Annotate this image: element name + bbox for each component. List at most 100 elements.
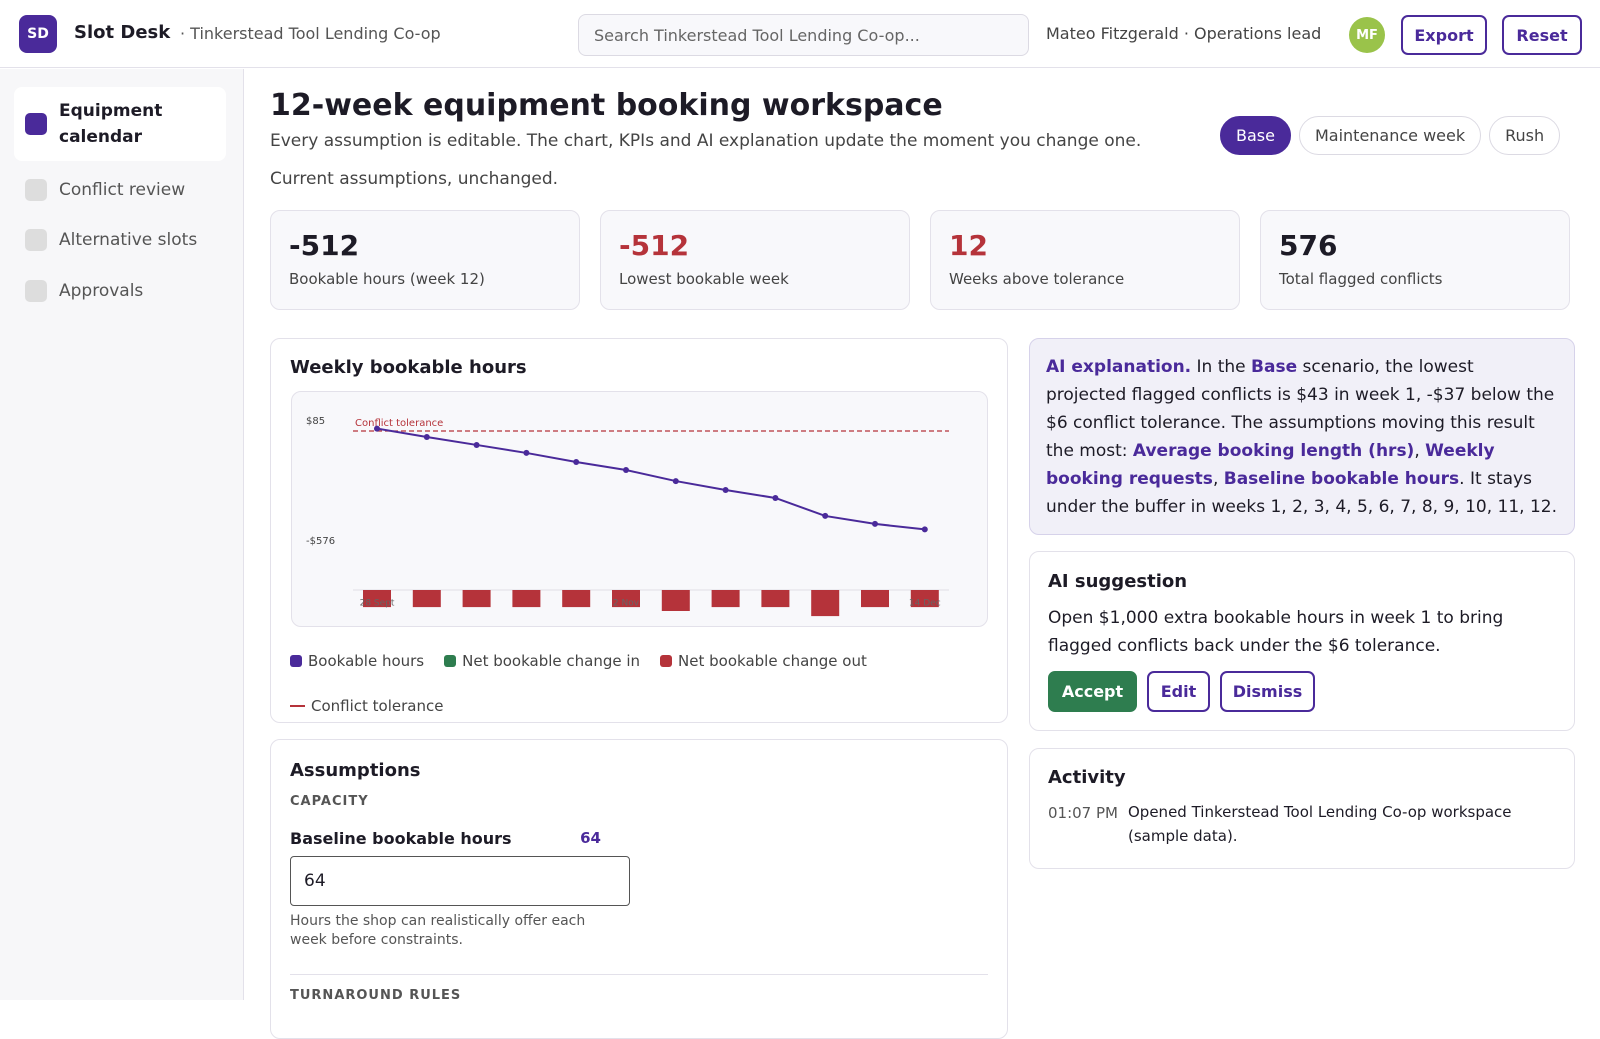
chart-card: Weekly bookable hours $85 -$576 Conflict t… [270,338,1008,723]
kpi-value: 576 [1279,229,1338,262]
nav-item[interactable]: Approvals [14,274,226,308]
nav-item[interactable]: Equipment calendar [14,87,226,161]
legend-item: Bookable hours [290,639,424,683]
legend-label: Net bookable change out [678,652,867,670]
kpi-card: -512 Bookable hours (week 12) [270,210,580,310]
bar [910,590,939,608]
bar [512,590,541,608]
activity: Activity 01:07 PM Opened Tinkerstead Too… [1029,748,1575,869]
point [573,459,580,466]
bar [811,590,840,617]
export-button[interactable]: Export [1401,15,1487,55]
activity-title: Activity [1048,767,1126,788]
legend-swatch [290,655,302,667]
page-title: 12-week equipment booking workspace [270,88,943,123]
y-tick-label: -$576 [306,536,335,547]
activity-time: 01:07 PM [1048,804,1118,822]
text: , [1212,469,1224,489]
ai-explanation: AI explanation. In the Base scenario, th… [1029,338,1575,535]
text: In the [1191,357,1252,377]
point [672,478,679,485]
edit-button[interactable]: Edit [1147,671,1210,712]
field-input[interactable]: 64 [290,856,630,906]
legend-swatch [290,705,305,707]
x-tick-label: 2 Nov [613,599,640,609]
ai-suggestion: AI suggestion Open $1,000 extra bookable… [1029,551,1575,731]
point [523,449,530,456]
nav-label: Equipment calendar [59,101,163,147]
y-tick-label: $85 [306,416,325,427]
nav-item[interactable]: Conflict review [14,173,226,207]
kpi-label: Bookable hours (week 12) [289,270,485,288]
legend-label: Net bookable change in [462,652,641,670]
legend-label: Bookable hours [308,652,425,670]
point [921,526,928,533]
bar [761,590,790,608]
text: . It stays under the buffer in weeks 1, … [1046,469,1557,517]
dismiss-button[interactable]: Dismiss [1220,671,1315,712]
kpi-card: 12 Weeks above tolerance [930,210,1240,310]
plot-frame [291,391,988,627]
scenario-tab[interactable]: Maintenance week [1298,116,1482,155]
field-help: Hours the shop can realistically offer e… [290,913,586,948]
suggestion-title: AI suggestion [1048,571,1188,592]
nav-label: Conflict review [59,180,186,200]
subtitle: Every assumption is editable. The chart,… [270,131,1142,151]
scenario-tab[interactable]: Base [1220,116,1291,155]
bar [612,590,640,608]
scenario-tabs: Base Maintenance week Rush [1220,116,1561,155]
bar [462,590,491,608]
nav-label: Approvals [59,281,144,301]
kpi-card: 576 Total flagged conflicts [1260,210,1570,310]
assumptions-card: Assumptions CAPACITY Baseline bookable h… [270,739,1008,1039]
header: SD Slot Desk · Tinkerstead Tool Lending … [0,0,1600,68]
x-tick-label: 14 Dec [909,599,941,609]
driver: Average booking length (hrs) [1132,441,1415,461]
bar [562,590,591,608]
bar [711,590,740,608]
point [872,520,878,527]
nav-item[interactable]: Alternative slots [14,223,226,257]
bar [412,590,441,608]
point [822,512,829,519]
status: Current assumptions, unchanged. [270,169,559,189]
legend-swatch [660,655,673,667]
logo: SD [19,15,57,53]
legend: Bookable hours Net bookable change in Net … [290,639,990,728]
activity-text: Opened Tinkerstead Tool Lending Co-op wo… [1128,803,1512,845]
section-label: CAPACITY [290,794,369,809]
text: scenario, the lowest projected flagged c… [1046,357,1555,461]
point [473,441,480,448]
line [376,427,925,531]
kpi-value: 12 [949,229,988,262]
point [423,433,430,440]
accept-button[interactable]: Accept [1048,671,1137,712]
driver: Baseline bookable hours [1223,469,1460,489]
user: Mateo Fitzgerald · Operations lead [1046,24,1322,43]
point [772,494,779,501]
kpi-value: -512 [289,229,360,262]
field-label: Baseline bookable hours [290,829,512,848]
lead: AI explanation. [1046,357,1192,377]
reset-button[interactable]: Reset [1502,15,1582,55]
bar [861,590,889,608]
org: · Tinkerstead Tool Lending Co-op [180,24,441,43]
suggestion-text: Open $1,000 extra bookable hours in week… [1048,608,1504,656]
text: , [1414,441,1426,461]
kpi-value: -512 [619,229,690,262]
legend-label: Conflict tolerance [311,697,444,715]
kpi-label: Weeks above tolerance [949,270,1125,288]
bar [363,590,391,608]
app-name: Slot Desk [74,22,171,43]
nav-label: Alternative slots [59,230,198,250]
point [374,425,380,432]
search[interactable]: Search Tinkerstead Tool Lending Co-op... [578,14,1029,56]
scenario: Base [1251,357,1298,377]
chart-title: Weekly bookable hours [290,357,527,378]
scenario-tab[interactable]: Rush [1489,116,1561,155]
point [623,466,629,473]
sidebar: Equipment calendar Conflict review Alter… [0,69,244,1000]
chart: $85 -$576 Conflict tolerance 28 Sept 2 Nov 14… [306,416,949,617]
assumptions-title: Assumptions [290,760,421,781]
